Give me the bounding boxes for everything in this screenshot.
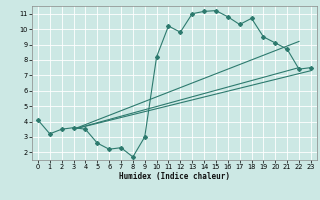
X-axis label: Humidex (Indice chaleur): Humidex (Indice chaleur): [119, 172, 230, 181]
